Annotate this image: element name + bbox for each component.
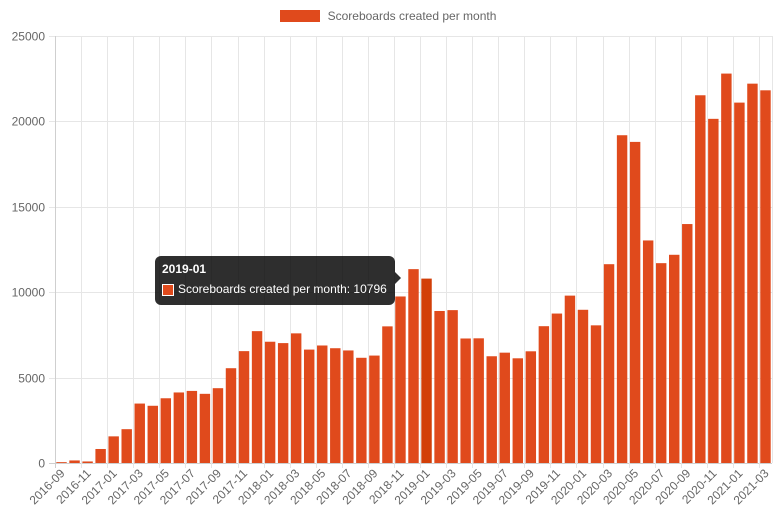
bar — [95, 448, 106, 463]
tooltip-title: 2019-01 — [162, 262, 207, 276]
bar — [277, 343, 289, 463]
bar — [317, 345, 328, 463]
bar — [82, 461, 93, 463]
bar — [682, 224, 693, 463]
bar — [173, 392, 185, 463]
bar — [238, 351, 250, 463]
bar — [747, 83, 758, 464]
bar — [212, 388, 224, 463]
y-tick-label: 25000 — [12, 30, 46, 44]
bar — [330, 348, 341, 463]
bar — [721, 73, 732, 463]
legend[interactable]: Scoreboards created per month — [0, 9, 776, 23]
bar — [486, 356, 497, 463]
bar — [264, 341, 276, 463]
bar — [551, 313, 563, 463]
bar — [147, 405, 158, 463]
bar — [695, 95, 706, 464]
bar — [382, 326, 393, 463]
bar — [160, 398, 172, 463]
y-tick-label: 20000 — [12, 115, 46, 129]
tooltip-label: Scoreboards created per month: 10796 — [178, 282, 387, 296]
bar — [669, 254, 680, 463]
bar — [616, 135, 628, 464]
bar — [225, 368, 237, 463]
tooltip-row: Scoreboards created per month: 10796 — [162, 281, 387, 298]
bar — [186, 390, 198, 463]
bar — [760, 90, 771, 463]
bar — [655, 263, 667, 463]
y-tick-label: 10000 — [12, 286, 46, 300]
bar — [199, 393, 211, 463]
bar — [538, 326, 550, 463]
bar — [629, 141, 641, 463]
bar — [499, 352, 510, 463]
bar — [642, 240, 654, 463]
bar — [460, 338, 471, 463]
legend-swatch — [279, 10, 320, 22]
bar — [512, 358, 524, 463]
bar — [577, 309, 589, 463]
bar — [290, 333, 302, 463]
bar — [408, 269, 419, 463]
chart-tooltip: 2019-01 Scoreboards created per month: 1… — [155, 256, 401, 305]
bar — [108, 436, 119, 463]
bar — [303, 349, 315, 463]
bar — [734, 102, 745, 464]
bar — [525, 351, 537, 463]
y-tick-label: 5000 — [18, 372, 45, 386]
bar — [421, 278, 432, 463]
bar — [356, 357, 367, 463]
bar — [343, 350, 354, 463]
tooltip-swatch — [162, 283, 174, 296]
bar — [564, 295, 576, 463]
bar — [447, 310, 458, 463]
bar — [121, 429, 132, 463]
bar — [69, 460, 80, 463]
bar — [395, 296, 406, 463]
bar — [473, 338, 484, 463]
bar — [56, 462, 67, 463]
y-tick-label: 15000 — [12, 201, 46, 215]
bar — [603, 264, 615, 463]
legend-label: Scoreboards created per month — [327, 9, 497, 23]
bar — [369, 355, 380, 463]
y-tick-label: 0 — [38, 457, 45, 471]
bar — [590, 325, 602, 463]
bar — [434, 310, 445, 463]
bar — [134, 403, 145, 463]
bar — [708, 118, 719, 463]
bar — [251, 331, 263, 463]
